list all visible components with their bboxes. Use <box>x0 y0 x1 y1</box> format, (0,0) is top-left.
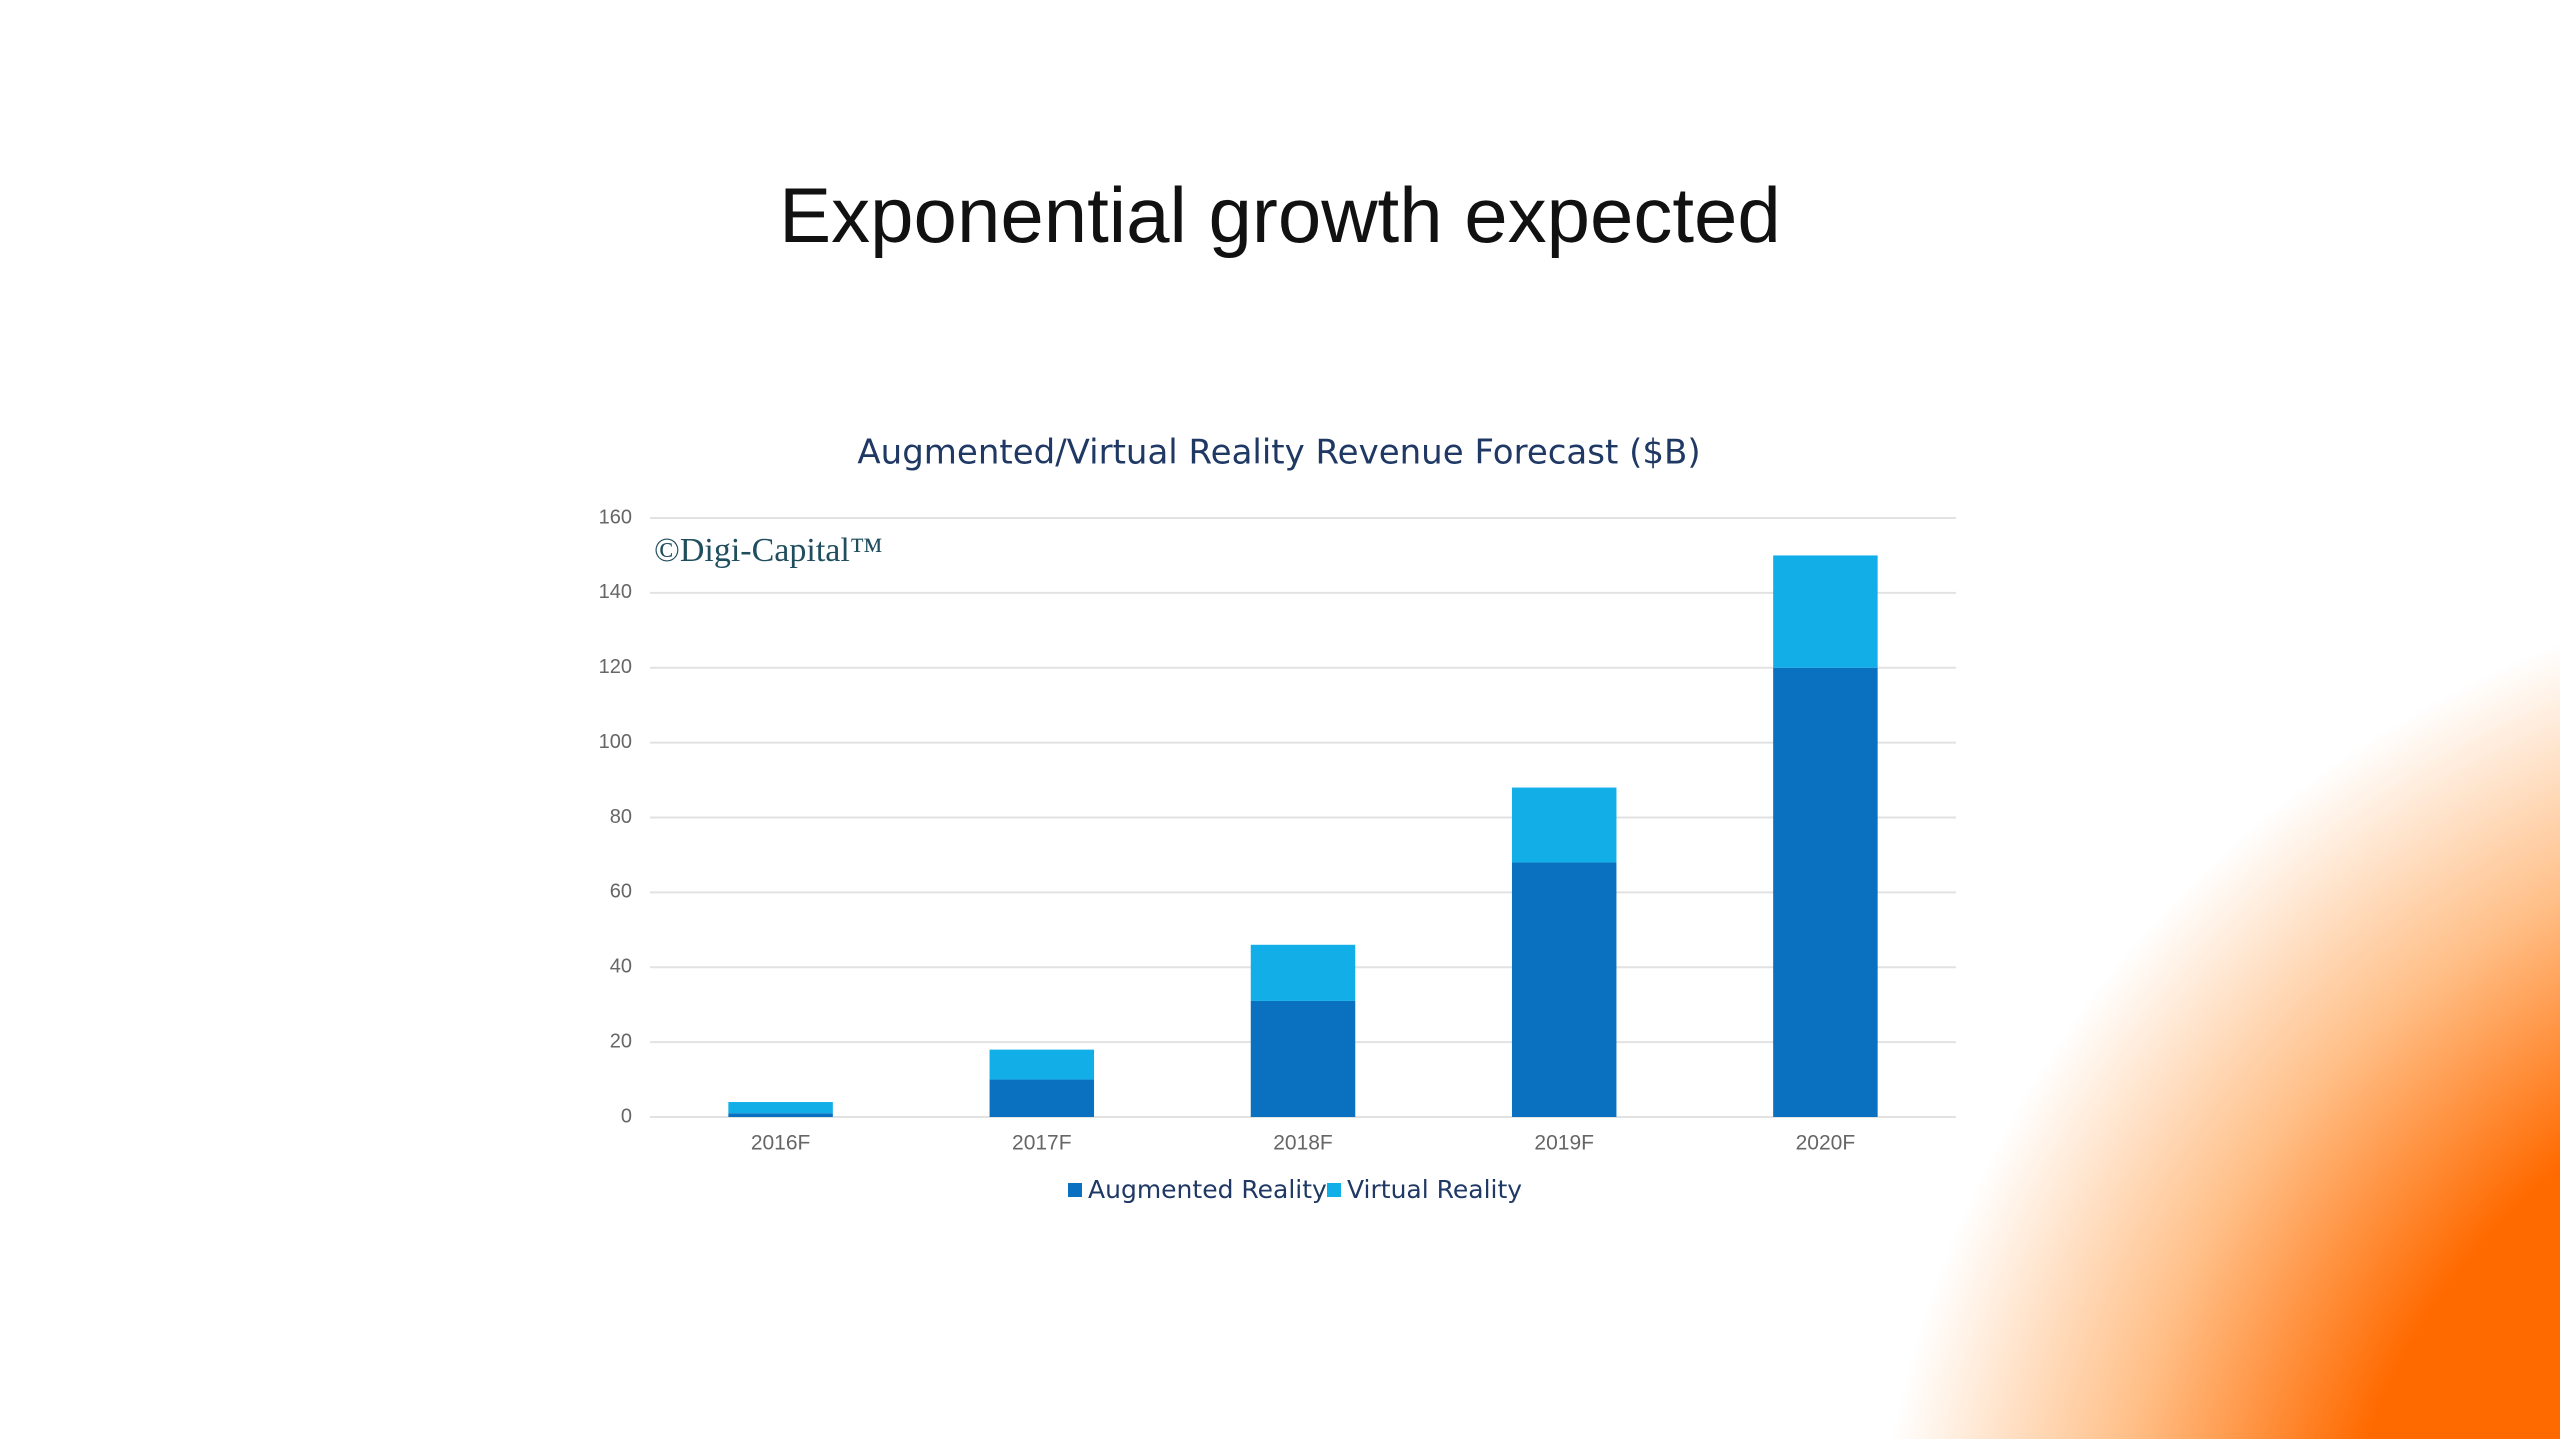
bar-segment <box>728 1113 833 1117</box>
watermark: ©Digi-Capital™ <box>654 532 883 569</box>
bar-segment <box>1511 787 1617 863</box>
y-tick-label: 160 <box>599 506 632 528</box>
bar-segment <box>989 1049 1095 1080</box>
bar-segment <box>989 1079 1095 1117</box>
x-tick-label: 2020F <box>1796 1132 1856 1155</box>
x-tick-label: 2019F <box>1534 1132 1594 1155</box>
y-tick-label: 140 <box>599 581 632 603</box>
slide-title: Exponential growth expected <box>779 171 1781 259</box>
legend-label: Augmented Reality <box>1088 1175 1327 1204</box>
legend-label: Virtual Reality <box>1347 1175 1522 1204</box>
y-tick-label: 40 <box>610 956 632 978</box>
y-tick-label: 100 <box>599 731 632 753</box>
y-tick-label: 60 <box>610 881 632 903</box>
y-tick-label: 20 <box>610 1030 632 1052</box>
bar-segment <box>728 1102 833 1114</box>
chart-title: Augmented/Virtual Reality Revenue Foreca… <box>857 433 1700 473</box>
y-tick-label: 0 <box>621 1105 632 1127</box>
bar-segment <box>1773 667 1878 1117</box>
bar-segment <box>1250 1000 1356 1117</box>
bar-segment <box>1511 862 1617 1117</box>
legend-swatch <box>1068 1183 1082 1197</box>
x-tick-label: 2017F <box>1012 1132 1072 1155</box>
legend-swatch <box>1327 1183 1341 1197</box>
bar-segment <box>1773 555 1878 668</box>
y-tick-label: 80 <box>610 806 632 828</box>
x-tick-label: 2018F <box>1273 1132 1333 1155</box>
bar-segment <box>1250 944 1356 1001</box>
x-tick-label: 2016F <box>751 1132 811 1155</box>
y-tick-label: 120 <box>599 656 632 678</box>
